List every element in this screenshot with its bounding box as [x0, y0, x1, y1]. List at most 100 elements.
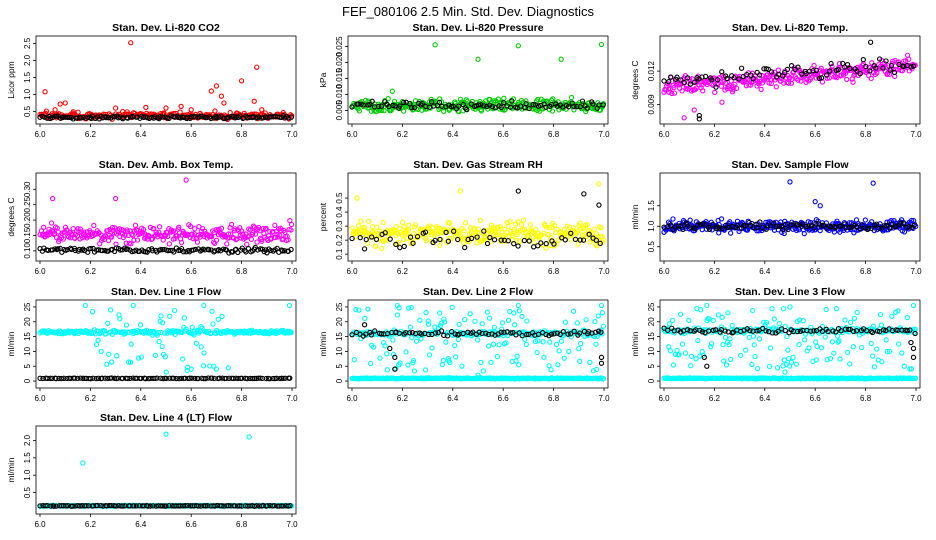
data-point — [124, 375, 131, 382]
data-point — [187, 375, 193, 381]
data-point — [105, 320, 111, 326]
data-point — [775, 67, 781, 73]
data-point — [349, 235, 355, 242]
data-point — [363, 97, 369, 103]
panel-1-xtick-label: 6.6 — [186, 130, 198, 139]
panel-1-title: Stan. Dev. Li-820 CO2 — [112, 22, 220, 34]
data-point — [79, 247, 85, 253]
data-point — [883, 64, 889, 70]
data-point — [769, 306, 775, 312]
data-point — [583, 317, 589, 323]
data-point — [228, 221, 235, 228]
data-point — [691, 107, 697, 113]
data-point — [230, 375, 237, 382]
panel-8-ytick-label: 15 — [335, 332, 344, 341]
data-point — [77, 226, 84, 232]
data-point — [847, 319, 854, 325]
data-point — [444, 333, 451, 339]
data-point — [543, 224, 550, 230]
panel-9-ytick-label: 10 — [647, 346, 656, 355]
data-point — [686, 317, 692, 324]
data-point — [163, 375, 169, 382]
data-point — [566, 348, 572, 355]
data-point — [47, 375, 53, 381]
data-point — [577, 237, 583, 243]
data-point — [387, 345, 393, 352]
data-point — [480, 368, 486, 374]
data-point — [407, 234, 414, 240]
panel-9-series-primary — [661, 302, 918, 375]
data-point — [679, 341, 686, 347]
data-point — [382, 230, 388, 236]
data-point — [457, 188, 464, 194]
data-point — [906, 223, 912, 230]
data-point — [524, 318, 530, 324]
panel-9-ylabel: ml/min — [630, 331, 640, 356]
data-point — [128, 341, 134, 347]
data-point — [112, 105, 119, 111]
data-point — [221, 100, 227, 106]
panel-2-xtick-label: 6.0 — [346, 130, 358, 139]
data-point — [721, 358, 727, 364]
data-point — [198, 324, 204, 330]
panel-9-xtick-label: 6.8 — [860, 394, 872, 403]
panel-6-xtick-label: 6.4 — [759, 267, 771, 276]
data-point — [478, 102, 484, 108]
data-point — [257, 246, 264, 252]
data-point — [575, 241, 581, 247]
data-point — [844, 76, 850, 83]
data-point — [728, 356, 734, 363]
data-point — [109, 359, 115, 365]
data-point — [736, 76, 742, 82]
data-point — [733, 85, 740, 91]
data-point — [702, 73, 709, 80]
data-point — [723, 80, 729, 86]
data-point — [584, 222, 590, 228]
data-point — [263, 375, 269, 382]
data-point — [159, 320, 166, 326]
panel-3-ylabel: degrees C — [630, 60, 640, 99]
data-point — [57, 101, 63, 107]
data-point — [901, 221, 907, 227]
panel-5-ylabel: percent — [318, 202, 328, 231]
data-point — [667, 348, 673, 354]
data-point — [60, 236, 66, 242]
data-point — [373, 224, 380, 230]
data-point — [581, 191, 587, 197]
data-point — [256, 224, 262, 231]
panel-8-xtick-label: 6.4 — [447, 394, 459, 403]
data-point — [812, 198, 818, 205]
data-point — [790, 354, 796, 360]
data-point — [695, 337, 701, 344]
data-point — [828, 60, 834, 67]
data-point — [565, 104, 572, 110]
panel-5-frame — [347, 172, 609, 262]
data-point — [362, 225, 368, 231]
panel-7-xtick-label: 7.0 — [286, 394, 298, 403]
data-point — [669, 90, 675, 97]
data-point — [279, 248, 286, 254]
data-point — [547, 339, 553, 345]
panel-3-xtick-label: 6.4 — [759, 130, 771, 139]
data-point — [507, 219, 513, 225]
panel-8-ytick-label: 25 — [335, 302, 344, 311]
data-point — [676, 351, 682, 358]
panel-7-xtick-label: 6.2 — [85, 394, 97, 403]
data-point — [445, 238, 452, 244]
data-point — [718, 324, 725, 330]
data-point — [407, 330, 413, 336]
data-point — [280, 375, 286, 382]
data-point — [385, 95, 391, 102]
data-point — [134, 227, 140, 233]
data-point — [372, 101, 378, 107]
data-point — [771, 220, 777, 226]
data-point — [378, 331, 385, 337]
data-point — [193, 340, 200, 346]
data-point — [847, 361, 853, 367]
data-point — [519, 226, 526, 233]
data-point — [188, 107, 194, 113]
data-point — [193, 114, 199, 120]
data-point — [367, 360, 374, 367]
data-point — [750, 76, 756, 82]
